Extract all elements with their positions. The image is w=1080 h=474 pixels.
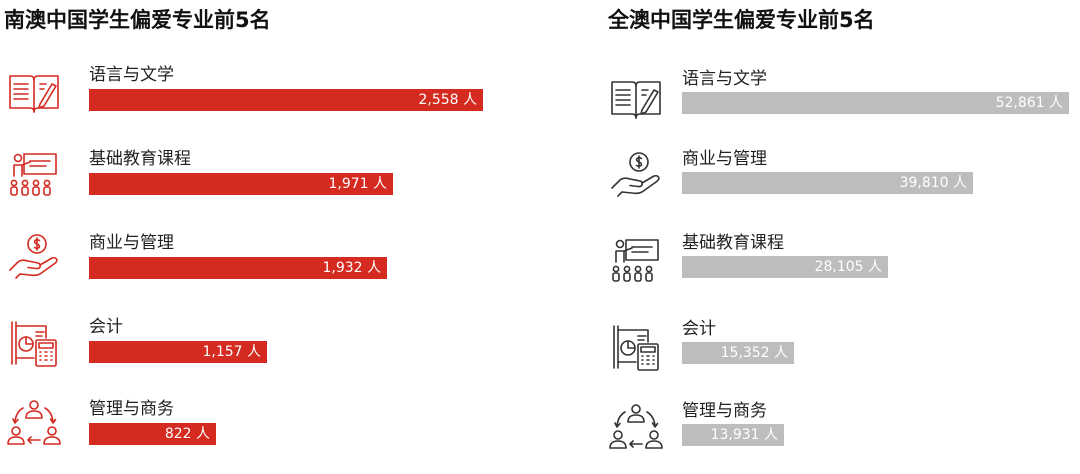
left-chart-title: 南澳中国学生偏爱专业前5名 [4,8,271,32]
right-category-label: 会计 [682,319,716,339]
right-chart-title: 全澳中国学生偏爱专业前5名 [608,8,875,32]
right-category-label: 管理与商务 [682,401,767,421]
accounting-calculator-icon [6,314,62,374]
right-category-label: 语言与文学 [682,69,767,89]
right-bar-value-label: 15,352 人 [720,345,788,361]
left-bar-value-label: 822 人 [164,426,210,442]
teacher-board-icon [608,232,664,292]
right-bar: 28,105 人 [682,256,888,278]
people-cycle-icon [608,400,664,460]
book-pen-icon [608,68,664,128]
left-bar: 1,932 人 [89,257,387,279]
right-chart-panel: 全澳中国学生偏爱专业前5名 语言与文学 52,861 人 商业与管理 39,810 … [540,0,1080,474]
right-bar: 52,861 人 [682,92,1069,114]
left-category-label: 管理与商务 [89,399,174,419]
book-pen-icon [6,62,62,122]
accounting-calculator-icon [608,318,664,378]
right-bar: 13,931 人 [682,424,784,446]
left-bar-value-label: 2,558 人 [418,92,477,108]
left-category-label: 基础教育课程 [89,149,191,169]
right-bar-value-label: 28,105 人 [814,259,882,275]
left-bar: 822 人 [89,423,216,445]
left-bar: 1,157 人 [89,341,267,363]
people-cycle-icon [6,396,62,456]
right-bar-value-label: 52,861 人 [995,95,1063,111]
left-category-label: 会计 [89,317,123,337]
right-bar-value-label: 13,931 人 [710,427,778,443]
left-bar-value-label: 1,157 人 [202,344,261,360]
right-bar: 15,352 人 [682,342,794,364]
left-chart-panel: 南澳中国学生偏爱专业前5名 语言与文学 2,558 人 基础教育课程 1,971 人… [4,8,483,456]
right-category-label: 基础教育课程 [682,233,784,253]
right-category-label: 商业与管理 [682,149,767,169]
left-bar-value-label: 1,932 人 [322,260,381,276]
teacher-board-icon [6,146,62,206]
left-category-label: 语言与文学 [89,65,174,85]
hand-coin-icon [6,230,62,290]
right-bar-value-label: 39,810 人 [899,175,967,191]
left-bar-value-label: 1,971 人 [328,176,387,192]
left-bar: 1,971 人 [89,173,393,195]
left-category-label: 商业与管理 [89,233,174,253]
right-bar: 39,810 人 [682,172,973,194]
left-bar: 2,558 人 [89,89,483,111]
hand-coin-icon [608,148,664,208]
